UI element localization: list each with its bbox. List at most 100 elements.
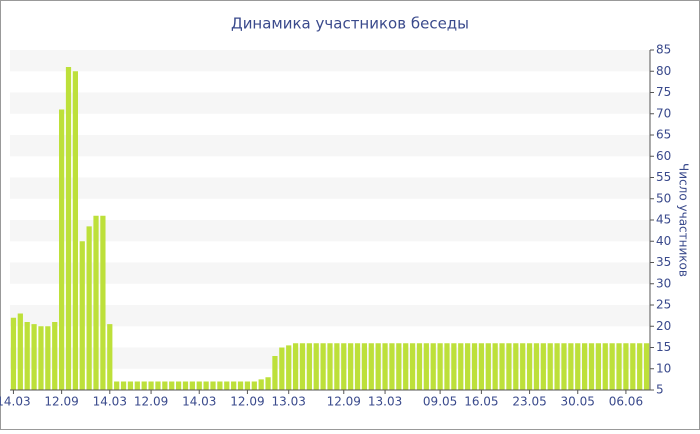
grid-band	[10, 326, 650, 348]
bar	[120, 381, 127, 390]
y-tick-label: 45	[656, 213, 671, 227]
bar	[162, 381, 168, 390]
grid-band	[10, 177, 650, 199]
bar	[409, 343, 416, 390]
x-tick-label: 12.09	[230, 395, 264, 409]
bar	[58, 109, 65, 390]
bar	[526, 343, 533, 390]
bar	[107, 324, 113, 390]
bar	[306, 343, 312, 390]
x-tick-label: 14.03	[182, 395, 216, 409]
grid-band	[10, 92, 650, 114]
bar	[237, 381, 244, 390]
bar	[299, 343, 306, 390]
bar	[341, 343, 347, 390]
bar	[533, 343, 540, 390]
bar	[547, 343, 553, 390]
bar	[31, 324, 37, 390]
bar	[478, 343, 485, 390]
bar	[272, 356, 278, 390]
x-tick-label: 12.09	[44, 395, 78, 409]
y-tick-label: 35	[656, 255, 671, 269]
bar	[375, 343, 381, 390]
y-tick-label: 20	[656, 319, 671, 333]
bar	[24, 322, 30, 390]
bar	[38, 326, 44, 390]
bar	[403, 343, 409, 390]
y-tick-label: 10	[656, 361, 671, 375]
bar	[244, 381, 251, 390]
grid-band	[10, 220, 650, 242]
bar	[540, 343, 546, 390]
bar	[513, 343, 519, 390]
bar	[320, 343, 326, 390]
bar	[45, 326, 51, 390]
bar	[251, 381, 257, 390]
x-tick-label: 16.05	[464, 395, 498, 409]
bar	[643, 343, 650, 390]
x-tick-label: 06.06	[609, 395, 643, 409]
bar	[134, 381, 140, 390]
x-tick-label: 12.09	[134, 395, 168, 409]
bar	[616, 343, 622, 390]
y-tick-label: 30	[656, 276, 671, 290]
y-tick-label: 75	[656, 85, 671, 99]
bar	[175, 381, 182, 390]
bar	[279, 347, 285, 390]
bar	[210, 381, 216, 390]
bar	[623, 343, 629, 390]
bar	[196, 381, 202, 390]
y-tick-label: 60	[656, 149, 671, 163]
bar	[10, 317, 17, 390]
bar	[458, 343, 464, 390]
bar	[189, 381, 195, 390]
grid-band	[10, 241, 650, 263]
bar	[396, 343, 402, 390]
y-tick-label: 70	[656, 106, 671, 120]
bar	[148, 381, 154, 390]
y-tick-label: 40	[656, 234, 671, 248]
bar	[588, 343, 595, 390]
x-tick-label: 12.09	[327, 395, 361, 409]
bar	[114, 381, 120, 390]
bar	[465, 343, 471, 390]
bar	[354, 343, 361, 390]
bar	[361, 343, 368, 390]
bar	[416, 343, 423, 390]
chart-title: Динамика участников беседы	[231, 15, 469, 33]
bar	[100, 215, 106, 390]
bar	[231, 381, 237, 390]
bar	[169, 381, 175, 390]
grid-band	[10, 50, 650, 72]
bar	[286, 345, 292, 390]
bar	[182, 381, 189, 390]
bar	[582, 343, 588, 390]
grid-band	[10, 262, 650, 284]
bar	[554, 343, 560, 390]
bar	[93, 215, 99, 390]
x-tick-label: 23.05	[512, 395, 546, 409]
bar	[141, 381, 147, 390]
y-tick-label: 55	[656, 170, 671, 184]
bar	[444, 343, 450, 390]
x-tick-label: 09.05	[423, 395, 457, 409]
bar	[79, 241, 85, 390]
bar	[471, 343, 478, 390]
grid-band	[10, 156, 650, 178]
bar	[65, 67, 72, 390]
bar	[451, 343, 457, 390]
y-tick-label: 15	[656, 340, 671, 354]
y-tick-label: 65	[656, 128, 671, 142]
bar	[155, 381, 161, 390]
bar	[595, 343, 602, 390]
bar	[17, 313, 23, 390]
bar	[203, 381, 209, 390]
grid-band	[10, 135, 650, 157]
bar	[382, 343, 388, 390]
bands	[10, 50, 650, 390]
bar	[52, 322, 58, 390]
grid-band	[10, 71, 650, 93]
y-tick-label: 25	[656, 298, 671, 312]
bar	[334, 343, 340, 390]
bar	[313, 343, 319, 390]
